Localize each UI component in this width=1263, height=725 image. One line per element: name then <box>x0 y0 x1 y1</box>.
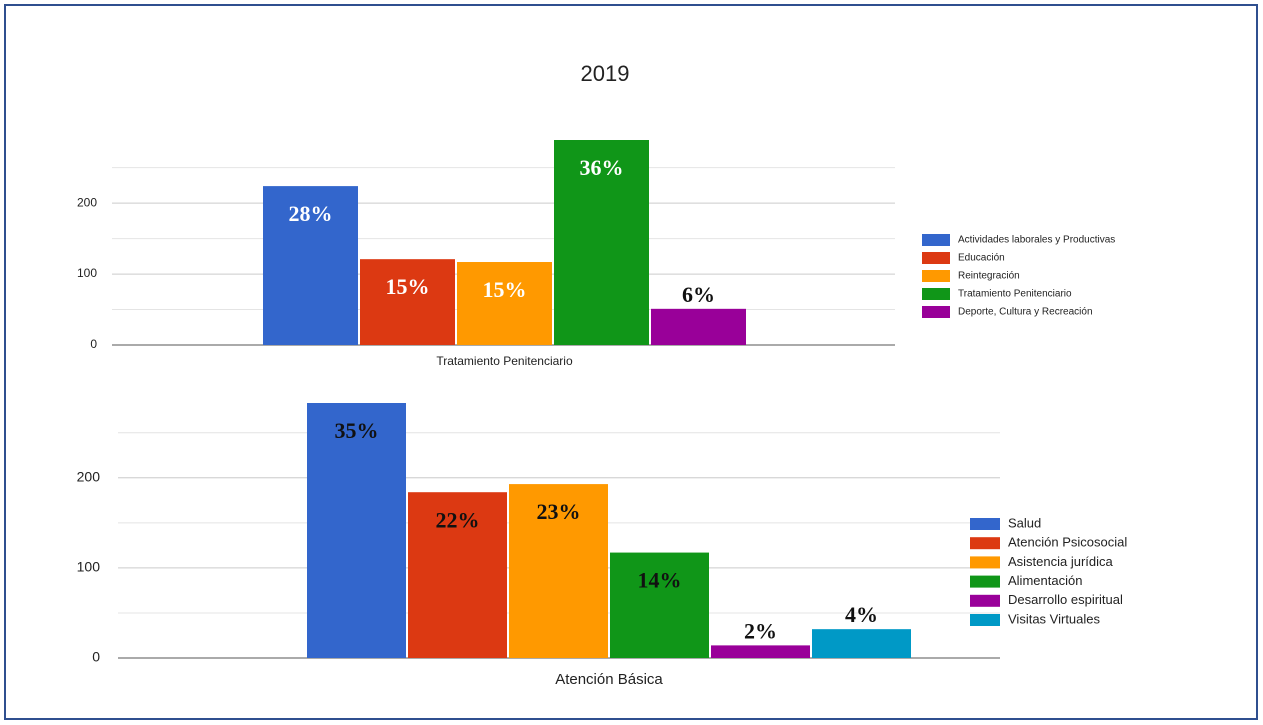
legend-label: Educación <box>958 253 1005 264</box>
legend-swatch <box>922 234 950 246</box>
x-category-label: Tratamiento Penitenciario <box>436 354 573 368</box>
bar-annotation: 14% <box>638 568 682 593</box>
legend-label: Deporte, Cultura y Recreación <box>958 307 1093 318</box>
legend-swatch <box>970 556 1000 569</box>
bar-annotation: 22% <box>436 507 480 532</box>
legend-label: Desarrollo espiritual <box>1008 592 1123 607</box>
y-tick-label: 100 <box>77 266 97 280</box>
legend-swatch <box>970 537 1000 550</box>
y-tick-label: 0 <box>92 649 100 665</box>
legend-swatch <box>922 270 950 282</box>
legend-swatch <box>970 594 1000 607</box>
y-tick-label: 100 <box>77 559 101 575</box>
page-title: 2019 <box>581 61 630 86</box>
bar <box>610 552 709 658</box>
bar <box>457 262 552 345</box>
bar-annotation: 6% <box>682 282 715 307</box>
y-tick-label: 0 <box>90 337 97 351</box>
legend-label: Alimentación <box>1008 573 1082 588</box>
x-category-label: Atención Básica <box>555 671 663 688</box>
bar <box>408 492 507 658</box>
bar <box>812 629 911 658</box>
bar <box>307 403 406 658</box>
legend-swatch <box>922 306 950 318</box>
legend-label: Reintegración <box>958 271 1020 282</box>
legend-label: Asistencia jurídica <box>1008 554 1114 569</box>
bar-annotation: 23% <box>537 499 581 524</box>
bar <box>263 186 358 345</box>
bar <box>360 259 455 345</box>
legend-label: Visitas Virtuales <box>1008 611 1101 626</box>
bar <box>711 645 810 658</box>
bar-annotation: 28% <box>289 201 333 226</box>
legend-swatch <box>970 575 1000 588</box>
legend-label: Salud <box>1008 515 1041 530</box>
y-tick-label: 200 <box>77 468 101 484</box>
bar <box>509 484 608 658</box>
legend-label: Tratamiento Penitenciario <box>958 289 1072 300</box>
bar-annotation: 36% <box>580 155 624 180</box>
bar-annotation: 4% <box>845 602 878 627</box>
bar <box>554 140 649 345</box>
bar <box>651 308 746 345</box>
legend-label: Atención Psicosocial <box>1008 535 1127 550</box>
legend-swatch <box>922 288 950 300</box>
y-tick-label: 200 <box>77 195 97 209</box>
legend-swatch <box>922 252 950 264</box>
bar-annotation: 2% <box>744 618 777 643</box>
bar-annotation: 35% <box>335 418 379 443</box>
legend-label: Actividades laborales y Productivas <box>958 235 1115 246</box>
bar-annotation: 15% <box>483 277 527 302</box>
legend-swatch <box>970 614 1000 626</box>
legend-swatch <box>970 518 1000 530</box>
bar-annotation: 15% <box>386 274 430 299</box>
